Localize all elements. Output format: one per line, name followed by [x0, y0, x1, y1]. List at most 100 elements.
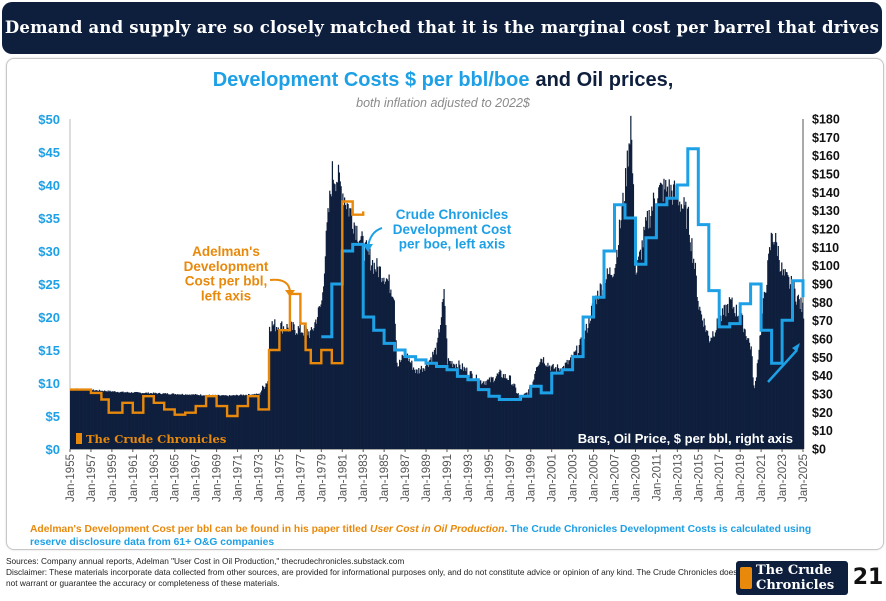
- logo-text: The Crude Chronicles: [756, 563, 848, 593]
- oil-price-bar: [74, 388, 76, 449]
- oil-price-bar: [803, 318, 805, 449]
- oil-price-bar: [293, 324, 295, 449]
- oil-price-bar: [508, 380, 510, 449]
- oil-price-bar: [723, 305, 725, 449]
- oil-price-bar: [575, 350, 577, 449]
- crude-chronicles-annotation-line: per boe, left axis: [399, 237, 506, 252]
- right-tick-label: $60: [812, 333, 833, 347]
- oil-price-bar: [312, 330, 314, 449]
- oil-price-bar: [583, 338, 586, 449]
- oil-price-bar: [157, 393, 159, 449]
- oil-price-bar: [351, 228, 354, 449]
- left-tick-label: $5: [46, 409, 60, 424]
- oil-price-bar: [86, 389, 88, 449]
- oil-price-bar: [128, 392, 130, 449]
- oil-price-bar: [601, 295, 603, 449]
- oil-price-bar: [170, 394, 172, 449]
- oil-price-bar: [526, 392, 528, 449]
- oil-price-bar: [637, 259, 639, 449]
- oil-price-bar: [768, 253, 770, 449]
- oil-price-bar: [452, 367, 454, 449]
- oil-price-bar: [578, 344, 580, 449]
- oil-price-bar: [179, 394, 181, 449]
- oil-price-bar: [614, 267, 616, 449]
- oil-price-bar: [281, 321, 283, 449]
- oil-price-bar: [646, 210, 649, 449]
- note-part1: Adelman's Development Cost per bbl can b…: [30, 524, 368, 535]
- oil-price-bar: [580, 337, 582, 449]
- oil-price-bar: [676, 197, 678, 449]
- oil-price-bar: [672, 184, 675, 449]
- oil-price-bar: [392, 296, 394, 449]
- oil-price-bar: [648, 210, 650, 449]
- oil-price-bar: [664, 189, 666, 449]
- oil-price-bar: [467, 375, 469, 449]
- x-tick-label: Jan-2021: [756, 454, 768, 502]
- oil-price-bar: [559, 368, 561, 449]
- oil-price-bar: [471, 373, 473, 449]
- oil-price-bar: [275, 326, 278, 449]
- oil-price-bar: [285, 331, 287, 449]
- oil-price-bar: [564, 362, 566, 449]
- oil-price-bar: [258, 393, 260, 449]
- oil-price-bar: [280, 322, 282, 449]
- oil-price-bar: [641, 240, 643, 449]
- x-tick-label: Jan-2009: [630, 454, 642, 502]
- oil-price-bar: [778, 260, 780, 449]
- oil-price-bar: [518, 395, 520, 449]
- x-tick-label: Jan-1959: [107, 454, 119, 502]
- x-tick-label: Jan-1977: [295, 454, 307, 502]
- oil-price-bar: [454, 367, 457, 449]
- oil-price-bar: [740, 316, 742, 449]
- oil-price-bar: [789, 288, 791, 449]
- oil-price-bar: [666, 186, 669, 449]
- oil-price-bar: [106, 391, 108, 449]
- oil-price-bar: [796, 296, 799, 449]
- oil-price-bar: [222, 395, 224, 449]
- oil-price-bar: [160, 394, 162, 449]
- oil-price-bar: [118, 392, 121, 449]
- oil-price-bar: [235, 394, 238, 449]
- oil-price-bar: [174, 394, 176, 449]
- oil-price-bar: [548, 366, 550, 449]
- oil-price-bar: [125, 392, 128, 449]
- oil-price-bar: [249, 395, 251, 449]
- oil-price-bar: [302, 332, 304, 449]
- oil-price-bar: [266, 383, 268, 449]
- oil-price-bar: [520, 399, 522, 449]
- oil-price-bar: [372, 273, 375, 449]
- oil-price-bar: [589, 323, 591, 449]
- oil-price-bar: [761, 313, 764, 449]
- oil-price-bar: [543, 363, 546, 449]
- oil-price-bar: [412, 367, 415, 449]
- right-tick-label: $40: [812, 369, 833, 383]
- oil-price-bar: [414, 373, 416, 449]
- oil-price-bar: [134, 392, 136, 449]
- oil-price-bar: [398, 366, 400, 449]
- oil-price-bar: [432, 351, 434, 449]
- oil-price-bar: [275, 331, 277, 449]
- oil-price-bar: [727, 312, 730, 449]
- oil-price-bar: [165, 394, 168, 449]
- oil-price-bar: [144, 393, 146, 449]
- oil-price-bar: [382, 281, 384, 449]
- oil-price-bar: [338, 172, 340, 449]
- oil-price-bar: [798, 299, 800, 449]
- oil-price-bar: [661, 184, 663, 449]
- oil-price-bar: [776, 256, 779, 449]
- oil-price-bar: [759, 335, 761, 449]
- oil-price-bar: [207, 395, 209, 449]
- oil-price-bar: [479, 380, 481, 449]
- oil-price-bar: [378, 277, 380, 449]
- oil-price-bar: [722, 314, 724, 449]
- x-tick-label: Jan-1991: [442, 454, 454, 502]
- oil-price-bar: [470, 370, 472, 449]
- oil-price-bar: [500, 370, 502, 449]
- oil-price-bar: [402, 355, 404, 449]
- oil-price-bar: [695, 275, 697, 449]
- oil-price-bar: [76, 388, 78, 449]
- right-tick-label: $110: [812, 241, 839, 255]
- oil-price-bar: [549, 365, 551, 449]
- oil-price-bar: [110, 391, 112, 449]
- oil-price-bar: [349, 208, 351, 449]
